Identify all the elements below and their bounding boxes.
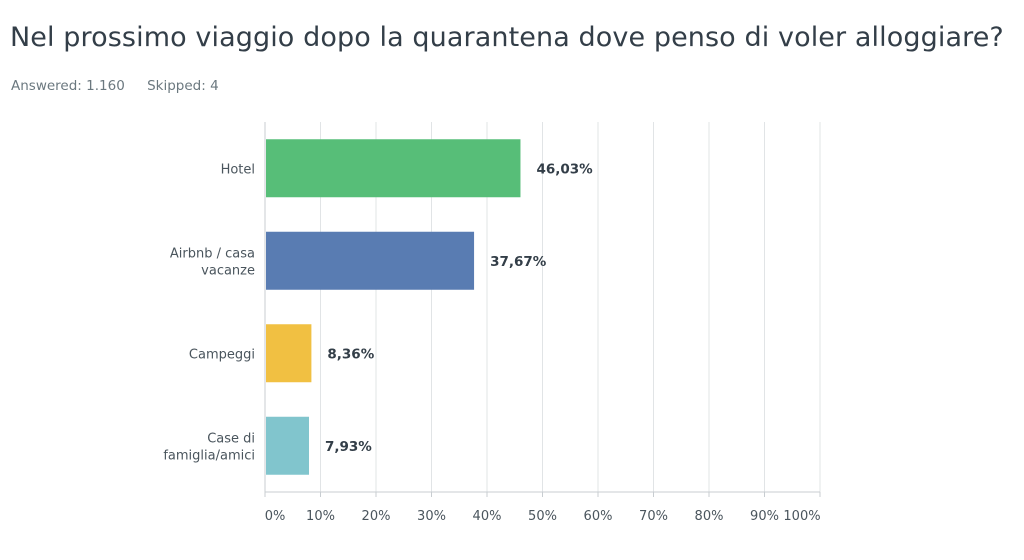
skipped-count: Skipped: 4 xyxy=(147,78,219,94)
x-tick-label: 40% xyxy=(473,509,502,524)
x-tick-label: 90% xyxy=(750,509,779,524)
x-tick-label: 20% xyxy=(362,509,391,524)
response-stats: Answered: 1.160 Skipped: 4 xyxy=(11,78,237,94)
category-label: Hotel xyxy=(221,162,255,177)
x-tick-label: 60% xyxy=(584,509,613,524)
category-label: Case di xyxy=(207,431,255,446)
category-label: famiglia/amici xyxy=(163,448,255,463)
bar xyxy=(266,416,310,475)
category-label: Airbnb / casa xyxy=(170,246,255,261)
x-tick-label: 80% xyxy=(695,509,724,524)
data-label: 37,67% xyxy=(490,254,547,270)
bar xyxy=(266,139,521,198)
data-label: 8,36% xyxy=(327,346,374,362)
data-label: 46,03% xyxy=(536,161,593,177)
question-title: Nel prossimo viaggio dopo la quarantena … xyxy=(10,22,1004,53)
x-tick-label: 70% xyxy=(639,509,668,524)
x-tick-label: 30% xyxy=(417,509,446,524)
x-tick-label: 0% xyxy=(265,509,286,524)
bar xyxy=(266,231,475,290)
category-label: Campeggi xyxy=(189,347,255,362)
x-tick-label: 100% xyxy=(783,509,820,524)
category-label: vacanze xyxy=(201,263,255,278)
x-tick-label: 10% xyxy=(306,509,335,524)
bar xyxy=(266,324,312,383)
data-label: 7,93% xyxy=(325,439,372,455)
answered-count: Answered: 1.160 xyxy=(11,78,125,94)
x-tick-label: 50% xyxy=(528,509,557,524)
